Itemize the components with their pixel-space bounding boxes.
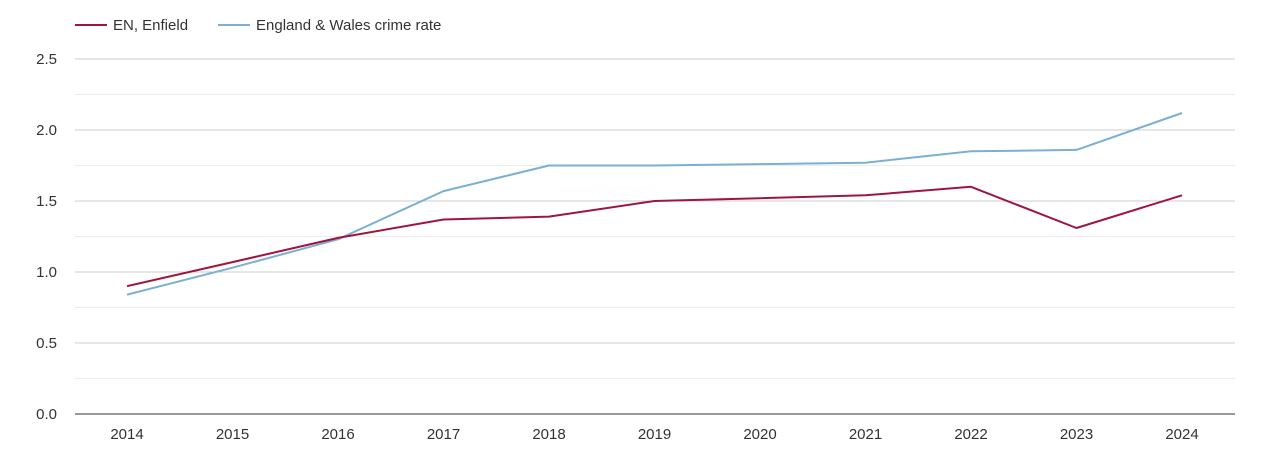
x-tick-label: 2015 — [216, 426, 249, 443]
x-tick-label: 2017 — [427, 426, 460, 443]
x-tick-label: 2021 — [849, 426, 882, 443]
y-tick-label: 2.0 — [36, 122, 57, 139]
x-tick-label: 2018 — [532, 426, 565, 443]
x-axis-ticks: 2014 2015 2016 2017 2018 2019 2020 2021 2022 2023… — [110, 426, 1198, 443]
x-tick-label: 2019 — [638, 426, 671, 443]
x-tick-label: 2022 — [954, 426, 987, 443]
gridlines — [75, 58, 1235, 379]
x-tick-label: 2020 — [743, 426, 776, 443]
legend-item-england-wales[interactable]: England & Wales crime rate — [218, 17, 441, 34]
legend-label-enfield: EN, Enfield — [113, 17, 188, 34]
series-lines — [126, 112, 1183, 296]
x-tick-label: 2014 — [110, 426, 143, 443]
series-line-england-wales-crime-rate — [126, 112, 1183, 296]
y-tick-label: 1.0 — [36, 264, 57, 281]
legend-label-england-wales: England & Wales crime rate — [256, 17, 441, 34]
legend-item-enfield[interactable]: EN, Enfield — [75, 17, 188, 34]
x-tick-label: 2024 — [1165, 426, 1198, 443]
x-tick-label: 2016 — [321, 426, 354, 443]
y-tick-label: 2.5 — [36, 51, 57, 68]
y-tick-label: 0.0 — [36, 406, 57, 423]
y-axis-ticks: 0.0 0.5 1.0 1.5 2.0 2.5 — [36, 51, 57, 423]
series-line-en-enfield — [126, 185, 1183, 288]
x-tick-label: 2023 — [1060, 426, 1093, 443]
legend: EN, Enfield England & Wales crime rate — [75, 17, 441, 34]
y-tick-label: 0.5 — [36, 335, 57, 352]
y-tick-label: 1.5 — [36, 193, 57, 210]
